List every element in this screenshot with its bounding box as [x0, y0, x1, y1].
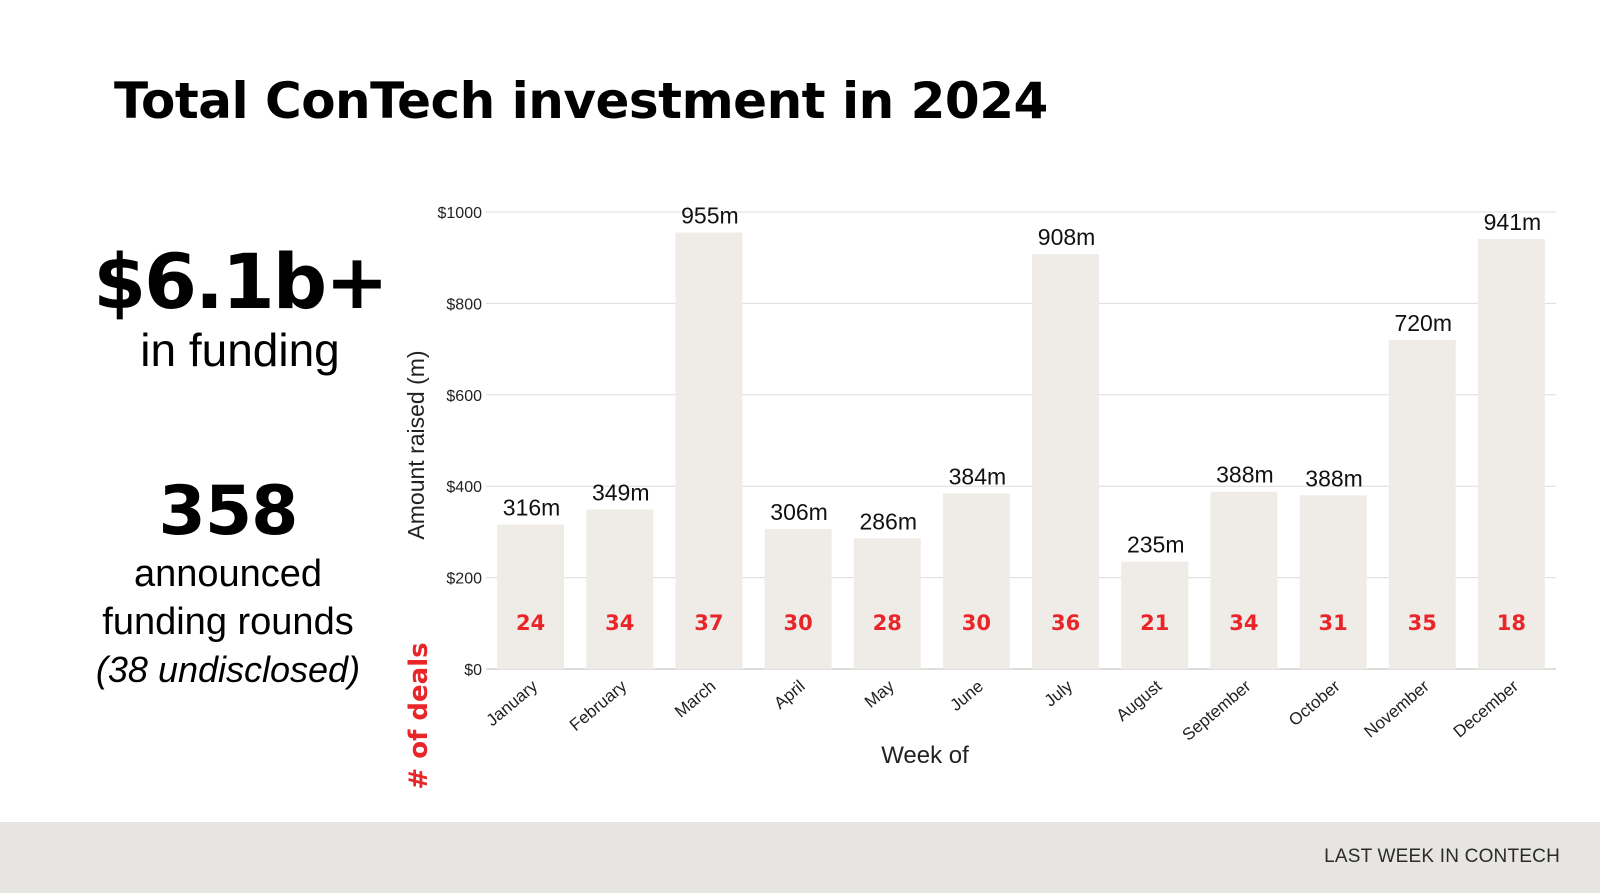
y-tick-label: $600	[446, 388, 482, 405]
x-tick-label: February	[566, 676, 631, 735]
bar-value-label: 955m	[681, 203, 739, 229]
deal-count-label: 30	[783, 611, 812, 635]
bar	[675, 232, 743, 669]
bar-value-label: 384m	[949, 464, 1007, 490]
bar	[586, 509, 654, 669]
bar-value-label: 349m	[592, 480, 650, 506]
bar-value-label: 235m	[1127, 532, 1185, 558]
rounds-summary: 358 announced funding rounds (38 undiscl…	[78, 472, 378, 694]
page-title: Total ConTech investment in 2024	[114, 72, 1048, 130]
deal-count-label: 18	[1497, 611, 1526, 635]
x-tick-label: January	[483, 676, 542, 730]
rounds-total-value: 358	[158, 472, 299, 551]
x-tick-label: August	[1113, 676, 1166, 725]
deal-count-label: 24	[516, 611, 545, 635]
footer-brand: LAST WEEK IN CONTECH	[1324, 846, 1560, 867]
rounds-label-line2: funding rounds	[102, 600, 354, 643]
deal-count-label: 21	[1140, 611, 1169, 635]
x-tick-label: May	[861, 676, 898, 712]
footer-bar: LAST WEEK IN CONTECH	[0, 822, 1600, 893]
bar-value-label: 720m	[1394, 310, 1452, 336]
bar-value-label: 941m	[1484, 209, 1542, 235]
deal-count-label: 28	[873, 611, 902, 635]
rounds-undisclosed-note: (38 undisclosed)	[95, 648, 361, 690]
funding-total-label: in funding	[140, 324, 340, 377]
y-tick-label: $200	[446, 571, 482, 588]
bar	[1032, 254, 1100, 669]
y-tick-label: $400	[446, 479, 482, 496]
x-tick-label: June	[947, 677, 987, 715]
bar	[497, 524, 565, 669]
deal-count-label: 37	[694, 611, 723, 635]
deal-count-label: 34	[1229, 611, 1258, 635]
deal-count-label: 31	[1318, 611, 1347, 635]
bar-value-label: 316m	[503, 495, 561, 521]
y-tick-label: $800	[446, 296, 482, 313]
funding-summary: $6.1b+ in funding	[90, 238, 390, 376]
y-tick-label: $1000	[438, 205, 483, 222]
bar-value-label: 286m	[859, 508, 917, 534]
rounds-label-line1: announced	[133, 552, 323, 595]
bar	[1388, 339, 1456, 669]
bar	[1210, 491, 1278, 669]
deal-count-label: 34	[605, 611, 634, 635]
bar	[1121, 561, 1189, 669]
funding-total-value: $6.1b+	[93, 237, 389, 326]
bar-value-label: 908m	[1038, 224, 1096, 250]
bar-value-label: 388m	[1216, 462, 1274, 488]
x-tick-label: November	[1361, 676, 1434, 741]
deal-count-label: 35	[1408, 611, 1437, 635]
bar	[1477, 238, 1545, 669]
x-tick-label: April	[770, 677, 808, 713]
chart-gridlines	[486, 211, 1556, 670]
bar-value-label: 306m	[770, 499, 828, 525]
x-tick-label: March	[671, 677, 719, 722]
deal-count-label: 30	[962, 611, 991, 635]
bar	[853, 538, 921, 669]
bar	[942, 493, 1010, 669]
x-tick-label: October	[1285, 676, 1344, 730]
x-tick-label: September	[1179, 676, 1255, 744]
deal-count-axis-label: # of deals	[404, 642, 434, 789]
x-axis-label: Week of	[881, 742, 969, 769]
bar-value-label: 388m	[1305, 465, 1363, 491]
y-tick-label: $0	[464, 662, 482, 679]
bar	[764, 529, 832, 669]
x-tick-label: July	[1041, 676, 1077, 710]
chart-bars	[497, 232, 1545, 669]
x-tick-label: December	[1450, 676, 1523, 741]
bar	[1299, 495, 1367, 669]
y-axis-label: Amount raised (m)	[403, 350, 429, 539]
deal-count-label: 36	[1051, 611, 1080, 635]
